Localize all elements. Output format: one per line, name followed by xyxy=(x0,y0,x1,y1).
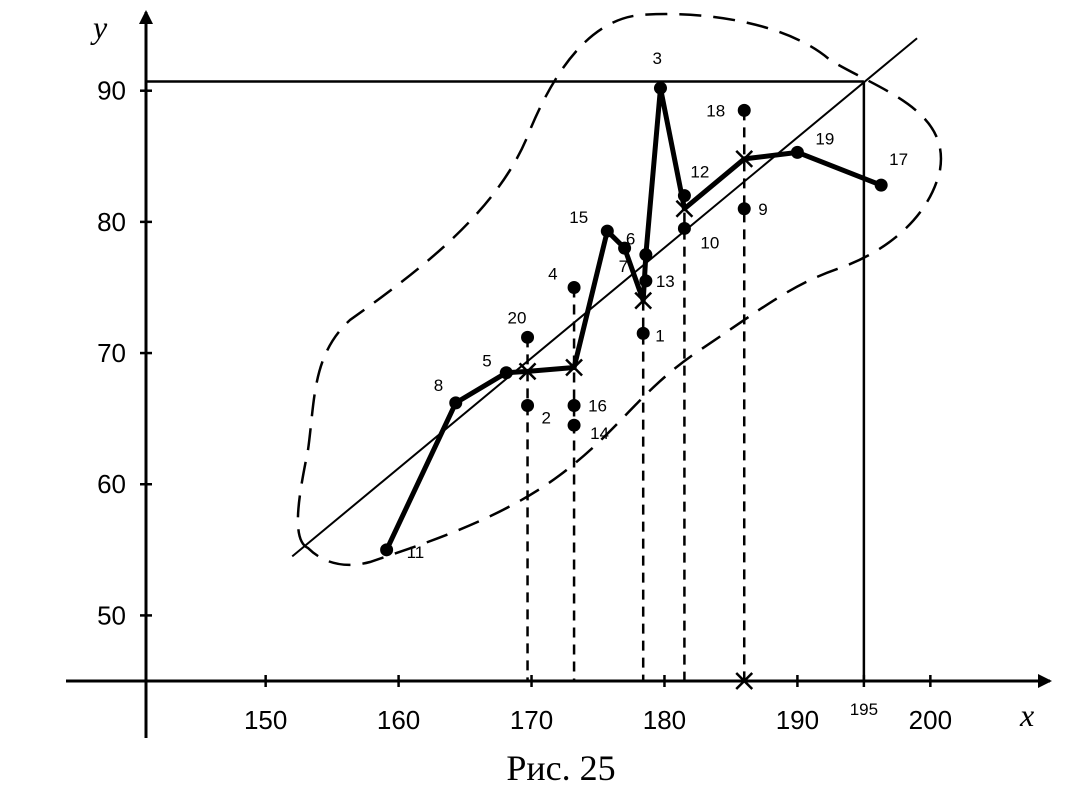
figure-caption: Рис. 25 xyxy=(506,748,615,788)
x-tick-label: 180 xyxy=(643,705,686,735)
group-mean-mark xyxy=(675,199,694,218)
data-point-label: 13 xyxy=(656,272,675,291)
data-point-label: 20 xyxy=(508,308,527,327)
y-tick-label: 70 xyxy=(97,338,126,368)
data-point-label: 15 xyxy=(569,208,588,227)
x-axis-label: x xyxy=(1019,697,1034,733)
data-point xyxy=(380,543,394,557)
data-point xyxy=(677,189,691,203)
data-point-label: 17 xyxy=(889,150,908,169)
data-point-label: 16 xyxy=(588,397,607,416)
data-point xyxy=(677,221,691,235)
y-tick-label: 60 xyxy=(97,469,126,499)
data-point-label: 8 xyxy=(434,376,443,395)
data-point-label: 18 xyxy=(706,101,725,120)
data-point xyxy=(499,366,513,380)
y-axis-label: y xyxy=(90,9,108,45)
data-point xyxy=(653,81,667,95)
empirical-regression-line xyxy=(384,85,883,551)
data-point-label: 9 xyxy=(758,200,767,219)
data-point-label: 12 xyxy=(690,163,709,182)
data-point xyxy=(567,399,581,413)
data-point xyxy=(874,178,888,192)
x-tick-label: 170 xyxy=(510,705,553,735)
x-tick-label: 150 xyxy=(244,705,287,735)
data-point xyxy=(639,274,653,288)
data-point-label: 4 xyxy=(548,264,557,283)
data-point xyxy=(567,418,581,432)
data-point xyxy=(737,103,751,117)
data-point xyxy=(449,396,463,410)
group-mean-mark xyxy=(565,358,583,377)
data-point-label: 10 xyxy=(700,233,719,252)
data-point xyxy=(639,248,653,262)
axis-cross-mark xyxy=(735,672,754,690)
group-mean-mark xyxy=(634,291,653,310)
y-tick-label: 80 xyxy=(97,207,126,237)
correlation-ellipse xyxy=(296,12,943,567)
x-tick-label: 200 xyxy=(909,705,952,735)
x-tick-label: 195 xyxy=(850,700,878,719)
x-tick-label: 190 xyxy=(776,705,819,735)
data-point xyxy=(521,399,535,413)
x-tick-label: 160 xyxy=(377,705,420,735)
y-tick-label: 50 xyxy=(97,600,126,630)
data-point xyxy=(567,280,581,294)
group-mean-mark xyxy=(735,150,754,168)
group-mean-mark xyxy=(518,362,537,381)
data-point-label: 5 xyxy=(482,352,491,371)
data-point-label: 19 xyxy=(815,129,834,148)
data-point xyxy=(618,241,632,255)
data-point-label: 14 xyxy=(590,424,609,443)
data-point xyxy=(790,145,804,159)
data-point xyxy=(737,202,751,216)
data-point xyxy=(636,326,650,340)
data-point-label: 3 xyxy=(652,49,661,68)
y-tick-label: 90 xyxy=(97,76,126,106)
data-point-label: 11 xyxy=(407,543,425,562)
data-point-label: 7 xyxy=(619,257,628,276)
data-point xyxy=(521,330,535,344)
data-point-label: 6 xyxy=(626,230,635,249)
data-point xyxy=(600,224,614,238)
data-point-label: 1 xyxy=(655,326,664,345)
data-point-label: 2 xyxy=(542,409,551,428)
regression-line xyxy=(291,37,918,558)
